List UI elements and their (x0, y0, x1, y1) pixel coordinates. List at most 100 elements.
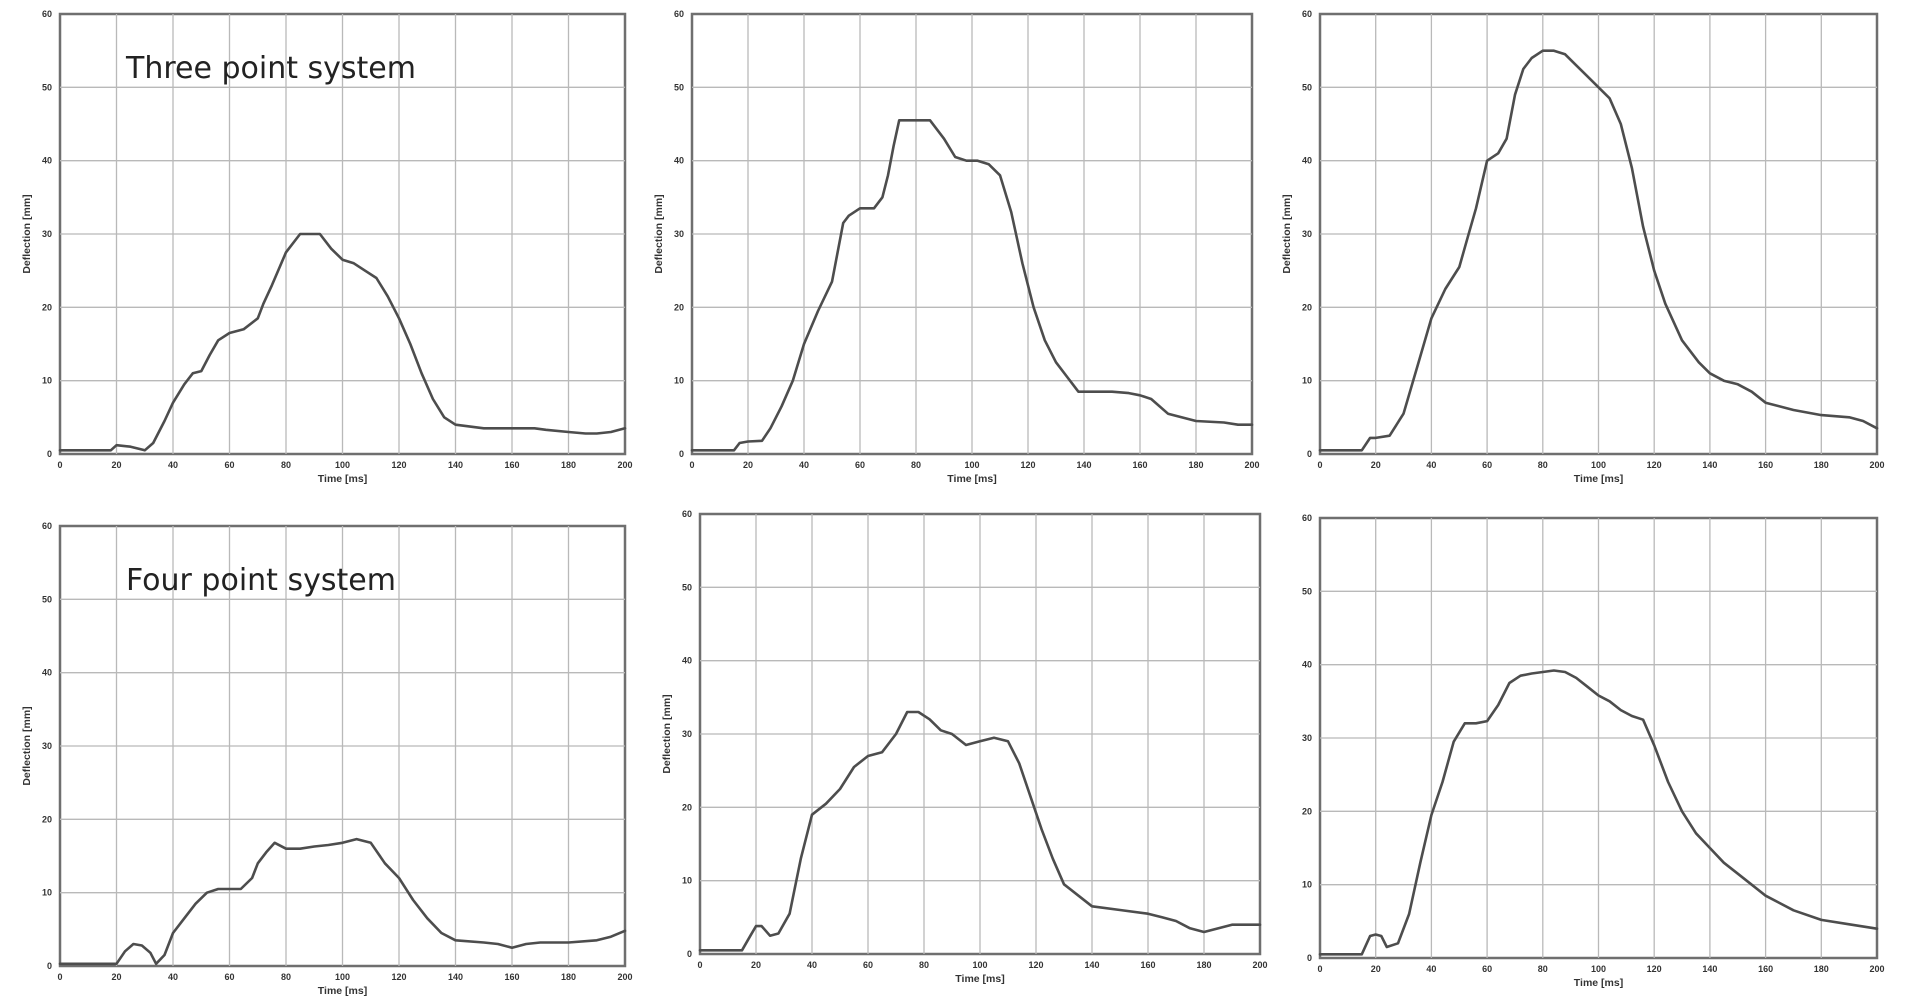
x-tick-label: 0 (697, 960, 702, 970)
chart-panel-3: 0 20 40 60 80 100 120 140 160 180 200 0 10 20 30 40 50 60… (1281, 9, 1885, 485)
x-tick-label: 140 (448, 972, 463, 982)
y-tick-label: 40 (1302, 156, 1312, 166)
chart-panel-4: 0 20 40 60 80 100 120 140 160 180 200 0 10 20 30 40 50 60… (21, 521, 633, 997)
x-tick-label: 100 (1591, 964, 1606, 974)
x-tick-label: 60 (855, 460, 865, 470)
y-tick-label: 0 (1307, 449, 1312, 459)
x-tick-label: 120 (391, 460, 406, 470)
x-tick-label: 180 (561, 460, 576, 470)
y-tick-label: 60 (42, 521, 52, 531)
x-tick-label: 140 (1702, 964, 1717, 974)
y-tick-label: 50 (674, 82, 684, 92)
y-axis-label: Deflection [mm] (21, 194, 33, 273)
x-tick-label: 120 (1647, 460, 1662, 470)
y-tick-label: 10 (1302, 376, 1312, 386)
x-tick-label: 60 (1482, 964, 1492, 974)
chart-panel-6: 0 20 40 60 80 100 120 140 160 180 200 0 10 20 30 40 50 60… (1302, 513, 1885, 989)
x-tick-label: 20 (751, 960, 761, 970)
x-tick-label: 0 (689, 460, 694, 470)
x-tick-label: 0 (1317, 964, 1322, 974)
x-tick-label: 40 (168, 972, 178, 982)
x-tick-label: 120 (1647, 964, 1662, 974)
x-tick-label: 0 (57, 460, 62, 470)
y-tick-label: 0 (47, 449, 52, 459)
x-tick-label: 80 (911, 460, 921, 470)
y-tick-label: 30 (682, 729, 692, 739)
y-tick-label: 20 (1302, 806, 1312, 816)
y-tick-label: 20 (682, 802, 692, 812)
x-tick-label: 180 (1814, 964, 1829, 974)
x-tick-label: 160 (1758, 964, 1773, 974)
x-tick-label: 80 (1538, 460, 1548, 470)
y-tick-label: 10 (42, 888, 52, 898)
deflection-curve (58, 232, 627, 452)
x-tick-label: 20 (743, 460, 753, 470)
x-axis-label: Time [ms] (1574, 473, 1623, 485)
x-axis-label: Time [ms] (955, 973, 1004, 985)
y-tick-label: 30 (1302, 733, 1312, 743)
x-tick-label: 200 (1869, 964, 1884, 974)
y-tick-label: 50 (42, 82, 52, 92)
y-tick-label: 50 (682, 582, 692, 592)
y-tick-label: 20 (1302, 302, 1312, 312)
deflection-curve (1318, 49, 1879, 452)
y-tick-label: 0 (679, 449, 684, 459)
x-tick-label: 60 (224, 460, 234, 470)
chart-panel-2: 0 20 40 60 80 100 120 140 160 180 200 0 10 20 30 40 50 60… (653, 9, 1260, 485)
x-axis-label: Time [ms] (947, 473, 996, 485)
y-tick-label: 40 (1302, 660, 1312, 670)
x-axis-label: Time [ms] (318, 985, 367, 997)
chart-panel-1: 0 20 40 60 80 100 120 140 160 180 200 0 10 20 30 40 50 60… (21, 9, 633, 485)
x-tick-label: 40 (168, 460, 178, 470)
y-tick-label: 40 (42, 156, 52, 166)
x-tick-label: 80 (919, 960, 929, 970)
x-tick-label: 40 (1426, 964, 1436, 974)
x-tick-label: 40 (799, 460, 809, 470)
y-tick-label: 50 (1302, 82, 1312, 92)
x-tick-label: 80 (1538, 964, 1548, 974)
y-tick-label: 60 (682, 509, 692, 519)
x-tick-label: 140 (1702, 460, 1717, 470)
x-tick-label: 200 (1244, 460, 1259, 470)
x-tick-label: 20 (111, 972, 121, 982)
y-tick-label: 30 (674, 229, 684, 239)
x-axis-label: Time [ms] (1574, 977, 1623, 989)
x-tick-label: 20 (111, 460, 121, 470)
x-tick-label: 80 (281, 460, 291, 470)
y-tick-label: 10 (674, 376, 684, 386)
x-tick-label: 0 (1317, 460, 1322, 470)
x-tick-label: 120 (391, 972, 406, 982)
x-tick-label: 100 (964, 460, 979, 470)
deflection-curve (690, 119, 1254, 452)
y-tick-label: 0 (1307, 953, 1312, 963)
y-tick-label: 40 (42, 668, 52, 678)
x-tick-label: 60 (863, 960, 873, 970)
y-axis-label: Deflection [mm] (1281, 194, 1293, 273)
x-tick-label: 200 (617, 460, 632, 470)
x-tick-label: 20 (1371, 964, 1381, 974)
x-tick-label: 140 (1084, 960, 1099, 970)
chart-panel-5: 0 20 40 60 80 100 120 140 160 180 200 0 10 20 30 40 50 60… (661, 509, 1268, 985)
x-tick-label: 180 (1188, 460, 1203, 470)
y-axis-label: Deflection [mm] (661, 694, 673, 773)
y-tick-label: 30 (42, 229, 52, 239)
x-tick-label: 160 (504, 460, 519, 470)
x-tick-label: 160 (504, 972, 519, 982)
y-tick-label: 0 (47, 961, 52, 971)
y-tick-label: 60 (1302, 513, 1312, 523)
y-tick-label: 10 (42, 376, 52, 386)
y-tick-label: 50 (42, 594, 52, 604)
y-tick-label: 20 (42, 814, 52, 824)
y-tick-label: 60 (674, 9, 684, 19)
x-tick-label: 120 (1020, 460, 1035, 470)
x-tick-label: 200 (1869, 460, 1884, 470)
y-axis-label: Deflection [mm] (21, 706, 33, 785)
x-tick-label: 40 (807, 960, 817, 970)
deflection-curve (58, 837, 627, 966)
system-annotation: Four point system (126, 563, 396, 598)
y-tick-label: 50 (1302, 586, 1312, 596)
y-tick-label: 40 (682, 656, 692, 666)
x-tick-label: 100 (335, 972, 350, 982)
x-tick-label: 120 (1028, 960, 1043, 970)
